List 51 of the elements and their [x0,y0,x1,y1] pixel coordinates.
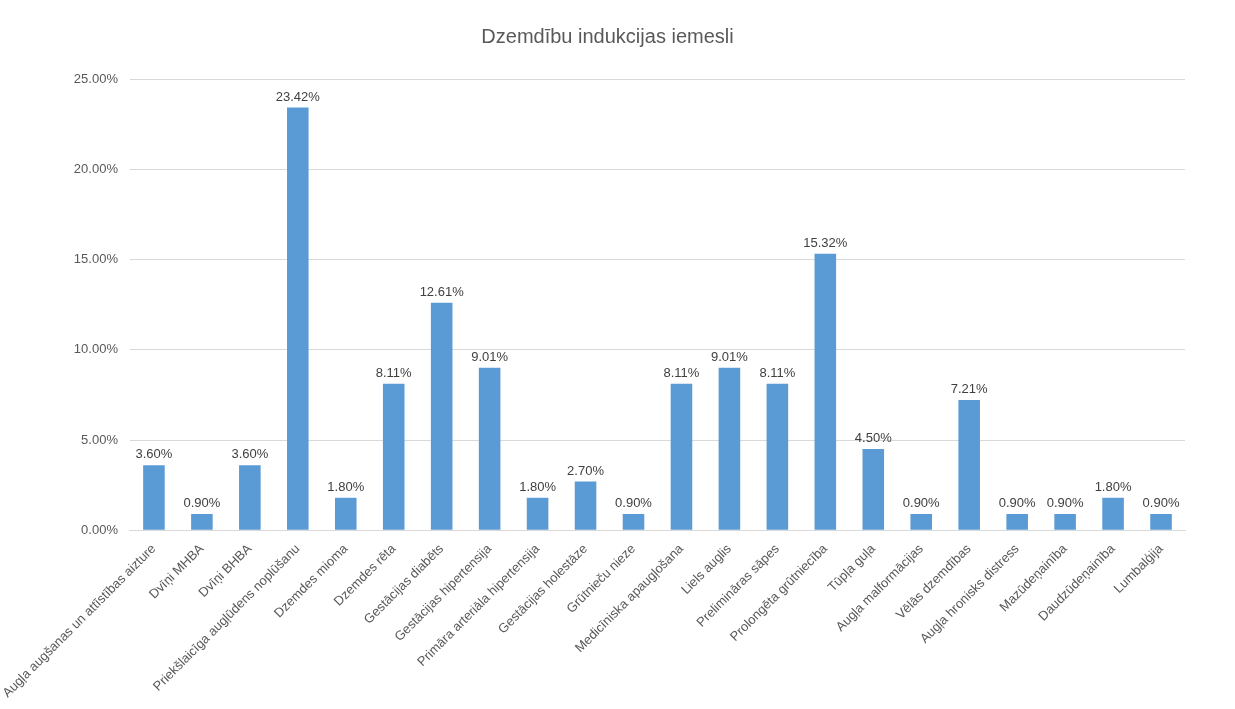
data-label: 0.90% [183,495,221,511]
data-label: 8.11% [759,364,796,380]
y-tick-label: 25.00% [73,70,119,86]
data-label: 4.50% [854,430,893,446]
bar [1054,514,1076,530]
bar [670,383,693,530]
y-tick-label: 0.00% [81,521,119,537]
data-label: 3.60% [135,446,173,462]
bar [718,367,741,530]
bar [1006,514,1028,530]
bar [191,514,213,530]
y-tick-label: 15.00% [73,251,119,267]
data-label: 9.01% [710,348,749,364]
bar [143,465,165,530]
data-label: 0.90% [615,495,653,511]
data-label: 1.80% [519,478,557,494]
y-tick-label: 10.00% [73,341,119,357]
data-label: 0.90% [998,495,1037,511]
data-label: 1.80% [327,478,365,494]
bar [478,367,501,530]
data-label: 15.32% [803,234,848,250]
data-label: 9.01% [471,348,509,364]
data-label: 7.21% [950,381,989,397]
data-label: 12.61% [419,283,465,299]
data-label: 0.90% [1142,495,1180,511]
bar [287,107,309,530]
data-label: 0.90% [902,495,941,511]
bar [958,400,980,530]
y-tick-label: 20.00% [73,160,119,176]
bar [526,497,549,530]
data-label: 2.70% [567,462,605,478]
bar [814,253,837,530]
bar [239,465,261,530]
data-label: 8.11% [663,364,700,380]
chart-title: Dzemdību indukcijas iemesli [481,24,734,47]
data-label: 1.80% [1094,478,1132,494]
bar [430,302,453,530]
bar [862,449,885,530]
data-label: 8.11% [375,364,413,380]
data-label: 0.90% [1046,495,1084,511]
data-label: 3.60% [231,446,269,462]
data-label: 23.42% [275,88,321,104]
bar [574,481,597,530]
bar [382,383,405,530]
bar [1102,497,1124,530]
y-tick-label: 5.00% [81,431,119,447]
bar [1150,514,1172,530]
bar [910,514,933,530]
bar [622,514,645,530]
bar [334,497,357,530]
bar [766,383,789,530]
